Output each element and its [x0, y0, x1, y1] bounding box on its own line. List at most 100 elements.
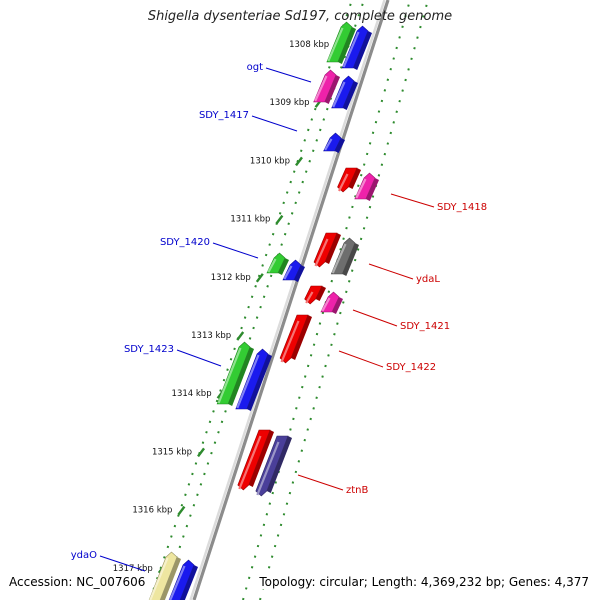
gene-leader-line: [368, 263, 414, 280]
gene-block-side: [348, 168, 361, 189]
genome-backbone: [189, 0, 390, 600]
gene-block-highlight: [169, 565, 186, 600]
gene-block-side: [342, 243, 359, 276]
gene-block: [266, 252, 289, 275]
backbone-line: [192, 0, 390, 600]
gene-block-highlight: [327, 27, 344, 62]
gene-block-side: [315, 286, 326, 301]
gene-block-side: [331, 297, 343, 314]
gene-label: SDY_1421: [400, 321, 450, 332]
tick-mark: [275, 214, 284, 225]
gene-block-side: [324, 233, 341, 264]
gene-block-highlight: [355, 178, 367, 199]
gene-block-highlight: [321, 297, 331, 312]
gene-block: [337, 167, 361, 193]
gene-label: ztnB: [346, 485, 369, 496]
tick-mark: [177, 505, 186, 516]
gene-block: [323, 132, 345, 153]
gene-block: [235, 348, 272, 411]
gene-block: [330, 237, 359, 276]
gene-label: SDY_1417: [199, 110, 249, 121]
tick-label: 1311 kbp: [230, 215, 270, 225]
gene-leader-line: [212, 242, 259, 259]
gene-block-highlight: [305, 291, 314, 304]
gene-block: [282, 259, 305, 282]
gene-block-side: [365, 178, 379, 201]
gene-block-highlight: [331, 243, 347, 274]
gene-block-side: [246, 354, 272, 411]
gene-block-highlight: [238, 435, 262, 490]
gene-block: [313, 69, 340, 104]
topology-text: Topology: circular; Length: 4,369,232 bp…: [258, 575, 590, 589]
tick-label: 1308 kbp: [289, 40, 329, 50]
gene-leader-line: [99, 555, 146, 572]
gene-block: [304, 285, 326, 305]
gene-block: [331, 75, 358, 110]
gene-block: [326, 21, 356, 64]
gene-block-highlight: [314, 75, 328, 102]
gene-label: ydaO: [71, 550, 97, 561]
gene-block-highlight: [149, 557, 169, 600]
gene-block-highlight: [338, 173, 349, 192]
gene-leader-line: [338, 350, 384, 368]
tick-label: 1316 kbp: [132, 506, 172, 516]
gene-block-side: [160, 557, 181, 600]
dotted-guide-lines: [149, 0, 429, 600]
gene-labels: ogt SDY_1417 SDY_1418 SDY_1420 ydaL SDY_1421 S…: [71, 62, 487, 572]
gene-block-side: [180, 565, 198, 600]
gene-block-side: [228, 347, 254, 406]
gene-block-side: [324, 75, 340, 104]
gene-leader-line: [352, 309, 398, 327]
gene-leader-line: [176, 349, 222, 367]
gene-block: [354, 172, 379, 201]
gene-label: ogt: [247, 62, 263, 73]
gene-block: [168, 559, 198, 600]
backbone-highlight: [189, 0, 386, 600]
gene-block-highlight: [283, 265, 293, 280]
gene-block-side: [337, 27, 356, 64]
tick-label: 1317 kbp: [113, 564, 153, 574]
gene-label: SDY_1423: [124, 344, 174, 355]
gene-block-highlight: [267, 258, 277, 273]
tick-label: 1312 kbp: [211, 273, 251, 283]
gene-label: SDY_1420: [160, 237, 210, 248]
gene-block-side: [353, 31, 372, 70]
gene-block-side: [248, 430, 274, 487]
gene-block: [341, 25, 372, 70]
gene-features: [148, 21, 379, 600]
tick-mark: [255, 273, 264, 283]
gene-block-side: [277, 258, 289, 275]
map-title: Shigella dysenteriae Sd197, complete gen…: [147, 9, 453, 24]
tick-label: 1309 kbp: [270, 98, 310, 108]
gene-block-highlight: [314, 238, 329, 267]
tick-label: 1310 kbp: [250, 156, 290, 166]
gene-leader-line: [297, 474, 344, 491]
gene-block-side: [291, 315, 312, 360]
gene-block: [216, 341, 254, 406]
gene-block-highlight: [342, 31, 360, 68]
gene-label: SDY_1422: [386, 362, 436, 373]
gene-block-highlight: [324, 138, 333, 151]
gene-block-highlight: [256, 441, 280, 496]
tick-mark: [236, 331, 245, 341]
gene-block: [320, 291, 343, 314]
gene-block-highlight: [217, 347, 242, 404]
gene-block-highlight: [332, 81, 346, 108]
tick-mark: [197, 447, 205, 458]
gene-block: [313, 232, 341, 268]
gene-block-highlight: [236, 354, 260, 409]
gene-block: [237, 429, 274, 491]
gene-block-side: [266, 436, 292, 493]
gene-block-side: [334, 138, 345, 153]
gene-leader-line: [265, 67, 312, 83]
accession-text: Accession: NC_007606: [8, 575, 147, 589]
gene-block: [148, 551, 181, 600]
tick-label: 1315 kbp: [152, 447, 192, 457]
tick-mark: [295, 156, 303, 167]
tick-label: 1313 kbp: [191, 331, 231, 341]
gene-label: ydaL: [416, 274, 440, 285]
gene-block: [255, 435, 292, 497]
gene-leader-line: [390, 193, 435, 208]
tick-label: 1314 kbp: [172, 389, 212, 399]
